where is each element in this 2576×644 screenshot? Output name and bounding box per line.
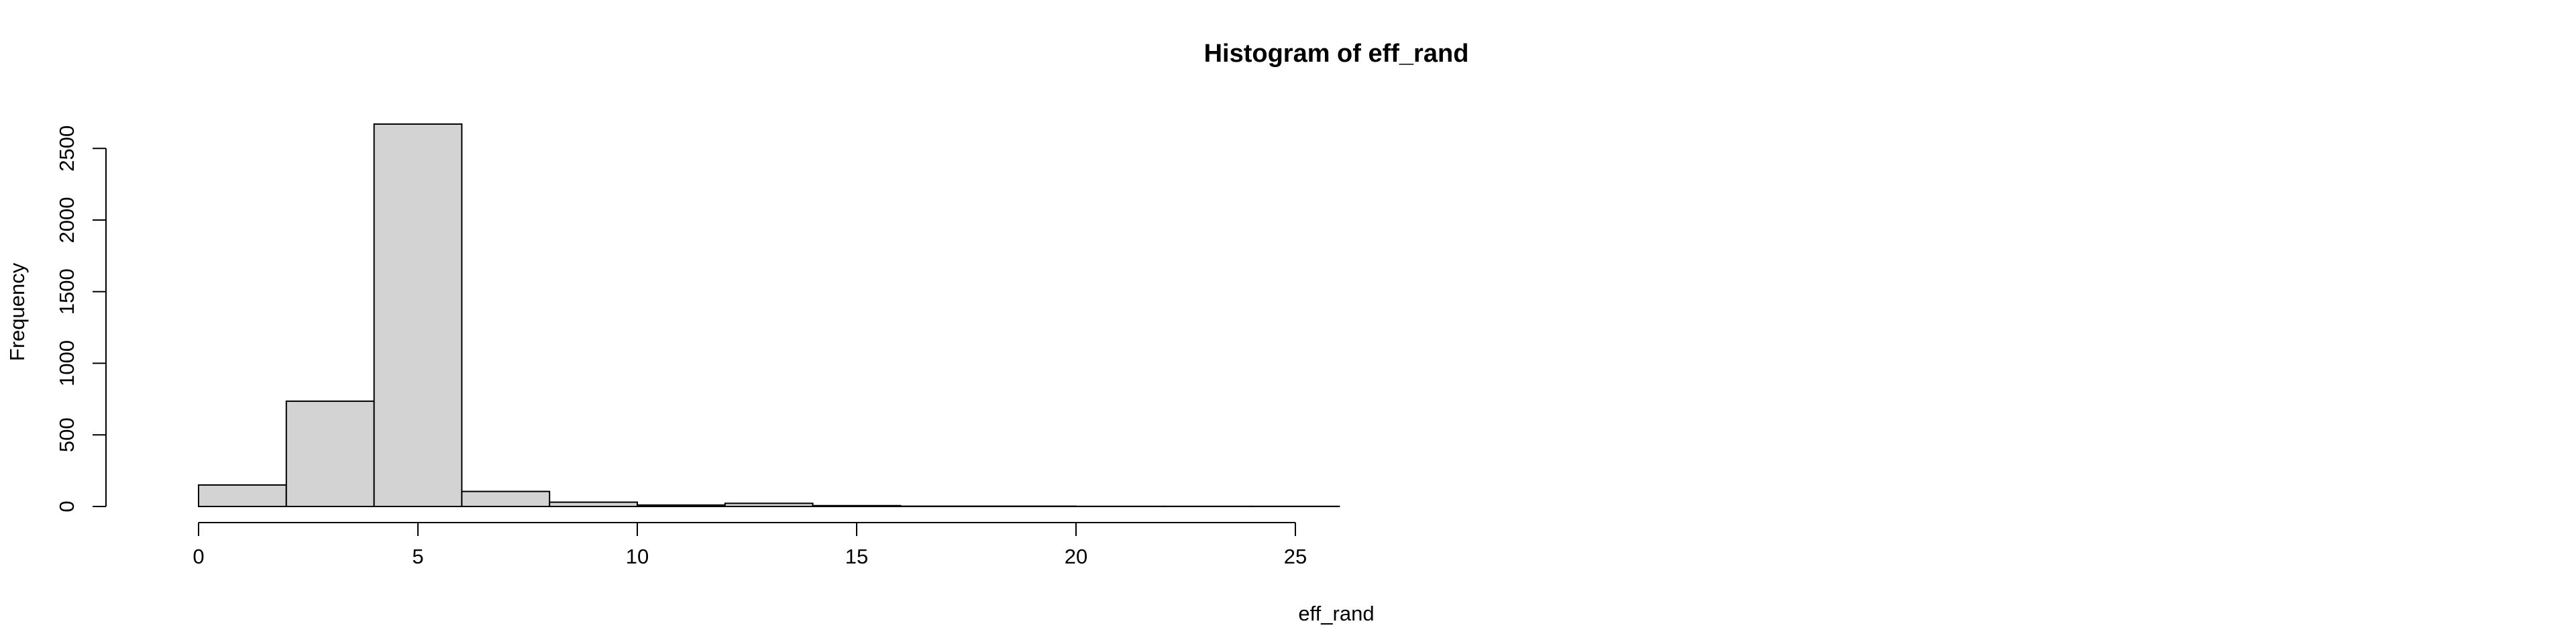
x-tick-label-2: 10: [626, 545, 649, 568]
bars-group: [198, 123, 1340, 508]
y-tick-label-5: 2500: [55, 125, 78, 172]
y-tick-label-1: 500: [55, 417, 78, 452]
histogram-bar-2: [373, 123, 463, 507]
y-axis: 0 500 1000 1500 2000 2500: [55, 125, 107, 513]
y-tick-label-4: 2000: [55, 197, 78, 244]
y-tick-label-0: 0: [55, 500, 78, 512]
histogram-bar-0: [198, 484, 287, 507]
x-tick-label-0: 0: [193, 545, 204, 568]
x-tick-label-5: 25: [1284, 545, 1307, 568]
x-tick-label-4: 20: [1065, 545, 1087, 568]
x-axis-label: eff_rand: [1298, 602, 1374, 625]
y-tick-label-2: 1000: [55, 340, 78, 386]
x-axis: 0 5 10 15 20 25: [193, 522, 1307, 568]
x-tick-label-3: 15: [845, 545, 868, 568]
chart-title: Histogram of eff_rand: [1204, 40, 1469, 68]
histogram-bar-3: [461, 490, 551, 508]
x-tick-label-1: 5: [412, 545, 423, 568]
y-axis-label: Frequency: [5, 262, 29, 361]
histogram-bar-1: [285, 400, 375, 508]
y-tick-label-3: 1500: [55, 268, 78, 315]
